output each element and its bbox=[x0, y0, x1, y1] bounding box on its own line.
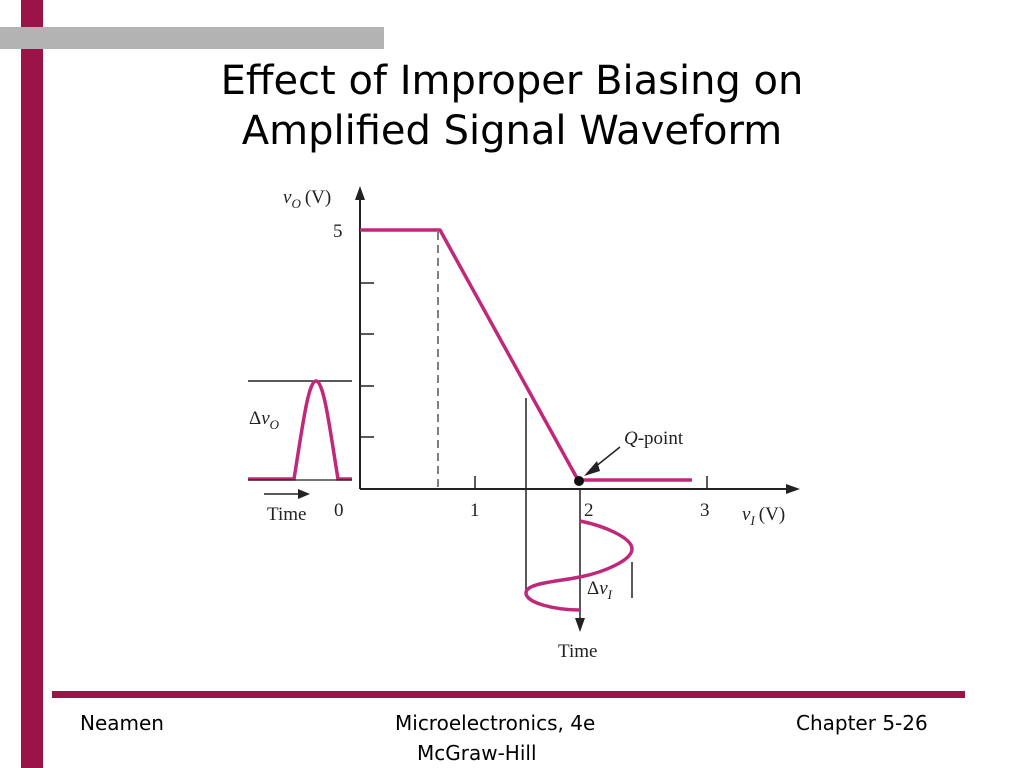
delta-vo-var: v bbox=[261, 408, 270, 429]
y-axis-var: v bbox=[283, 187, 292, 208]
footer-publisher: McGraw-Hill bbox=[417, 741, 537, 765]
x-tick-label-1: 1 bbox=[470, 500, 480, 521]
delta-vi-var: v bbox=[599, 578, 608, 599]
x-axis-unit: (V) bbox=[759, 504, 785, 525]
q-point-arrow-head bbox=[584, 461, 600, 476]
x-axis-label: vI (V) bbox=[742, 504, 785, 528]
delta-vo-label: ΔvO bbox=[249, 408, 280, 432]
footer-book-title: Microelectronics, 4e bbox=[395, 711, 596, 735]
output-time-label: Time bbox=[267, 504, 306, 525]
x-tick-label-3: 3 bbox=[700, 500, 710, 521]
delta-vo-sub: O bbox=[270, 417, 280, 432]
delta-vi-sub: I bbox=[607, 587, 613, 602]
delta-vo-delta: Δ bbox=[249, 408, 261, 429]
footer-divider bbox=[52, 691, 965, 698]
q-point-rest: -point bbox=[638, 428, 684, 449]
footer-book: Microelectronics, 4e McGraw-Hill bbox=[395, 708, 695, 768]
delta-vi-delta: Δ bbox=[587, 578, 599, 599]
delta-vi-label: ΔvI bbox=[587, 578, 613, 602]
input-time-arrow-head bbox=[575, 618, 585, 632]
x-tick-label-0: 0 bbox=[334, 500, 344, 521]
q-point-marker bbox=[574, 476, 584, 486]
footer-chapter: Chapter 5-26 bbox=[796, 711, 928, 735]
x-tick-label-2: 2 bbox=[584, 500, 594, 521]
title-line-1: Effect of Improper Biasing on bbox=[220, 58, 804, 104]
transfer-curve bbox=[360, 228, 692, 482]
slide-title: Effect of Improper Biasing on Amplified … bbox=[100, 56, 924, 156]
y-axis-arrow bbox=[355, 186, 365, 200]
y-axis-sub: O bbox=[291, 196, 301, 211]
y-axis-label: vO (V) bbox=[283, 187, 331, 211]
q-point-q: Q bbox=[624, 428, 638, 449]
y-axis-unit: (V) bbox=[305, 187, 331, 208]
y-tick-label-5: 5 bbox=[333, 221, 343, 242]
top-accent-bar bbox=[0, 27, 384, 49]
output-waveform bbox=[248, 379, 352, 481]
left-accent-bar bbox=[21, 0, 43, 768]
input-waveform bbox=[524, 519, 634, 612]
footer-author: Neamen bbox=[80, 711, 164, 735]
output-time-arrow-head bbox=[298, 489, 310, 499]
input-time-label: Time bbox=[558, 641, 597, 662]
q-point-label: Q-point bbox=[624, 428, 684, 449]
x-axis-var: v bbox=[742, 504, 751, 525]
x-axis-arrow bbox=[786, 484, 800, 494]
title-line-2: Amplified Signal Waveform bbox=[241, 108, 783, 154]
x-axis-sub: I bbox=[749, 513, 755, 528]
